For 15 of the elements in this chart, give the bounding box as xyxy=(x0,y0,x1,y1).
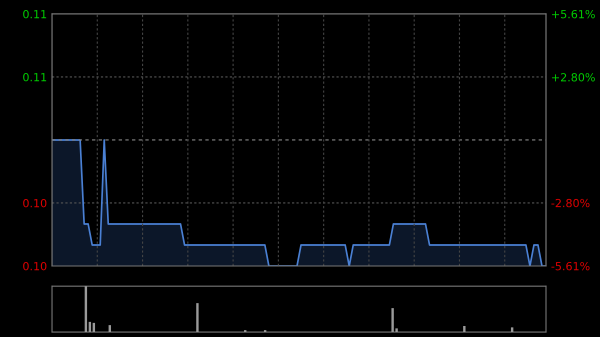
bar xyxy=(84,286,88,332)
y2-tick-label: -2.80% xyxy=(551,198,590,208)
bar xyxy=(510,327,514,332)
y2-tick-label: -5.61% xyxy=(551,262,590,270)
bar xyxy=(108,325,111,332)
bar xyxy=(391,308,394,332)
y-tick-label: 0.10 xyxy=(23,198,46,208)
bar xyxy=(92,322,96,332)
y2-tick-label: +5.61% xyxy=(552,10,595,18)
y-tick-label: 0.11 xyxy=(23,10,46,18)
bar xyxy=(463,326,466,332)
y-tick-label: 0.11 xyxy=(23,72,46,82)
bar xyxy=(196,303,199,332)
y2-tick-label: +2.80% xyxy=(552,73,595,82)
y-tick-label: 0.10 xyxy=(23,262,46,270)
